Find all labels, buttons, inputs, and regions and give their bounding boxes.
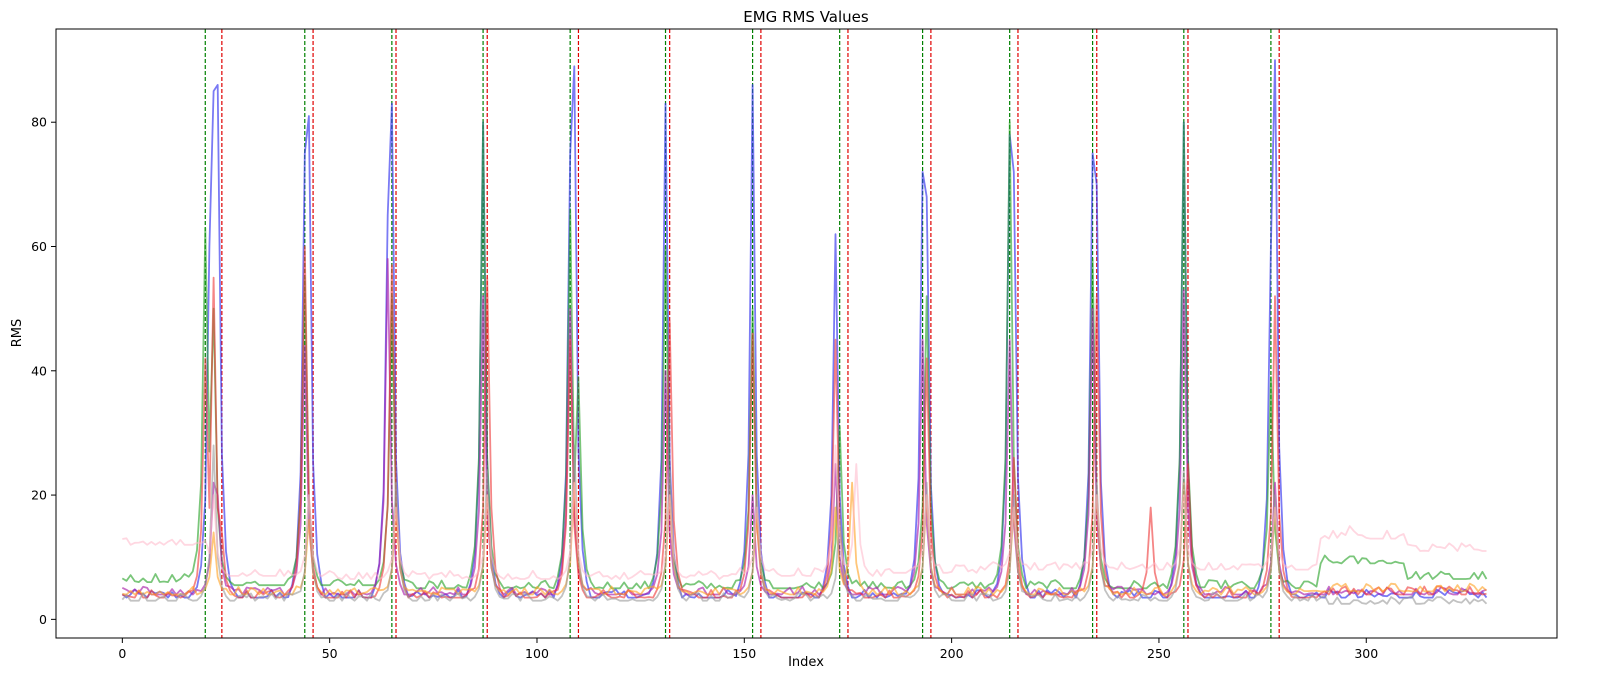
x-tick-label-150: 150: [732, 646, 756, 661]
plot-frame: [55, 28, 1558, 639]
marker-lines: [204, 29, 1280, 638]
x-tick-label-300: 300: [1354, 646, 1378, 661]
x-tick-label-250: 250: [1147, 646, 1171, 661]
x-tick-label-50: 50: [322, 646, 338, 661]
x-tick-label-0: 0: [118, 646, 126, 661]
series-line-0: [121, 59, 1488, 599]
x-axis-ticks: 0 50 100 150 200 250 300: [118, 638, 1378, 661]
y-axis-label: RMS: [10, 319, 25, 348]
series-line-1: [121, 121, 1488, 590]
x-axis-label: Index: [788, 655, 824, 670]
chart-title: EMG RMS Values: [743, 8, 869, 26]
x-tick-label-200: 200: [940, 646, 964, 661]
x-tick-label-100: 100: [525, 646, 549, 661]
y-tick-label-0: 0: [39, 612, 47, 627]
y-axis-ticks: 0 20 40 60 80: [31, 115, 56, 627]
y-tick-label-60: 60: [31, 239, 47, 254]
y-tick-label-80: 80: [31, 115, 47, 130]
series-line-5: [121, 444, 1488, 605]
y-tick-label-40: 40: [31, 363, 47, 378]
y-tick-label-20: 20: [31, 488, 47, 503]
series-line-3: [122, 245, 1487, 599]
series-lines: [121, 59, 1488, 605]
series-line-6: [122, 444, 1487, 580]
